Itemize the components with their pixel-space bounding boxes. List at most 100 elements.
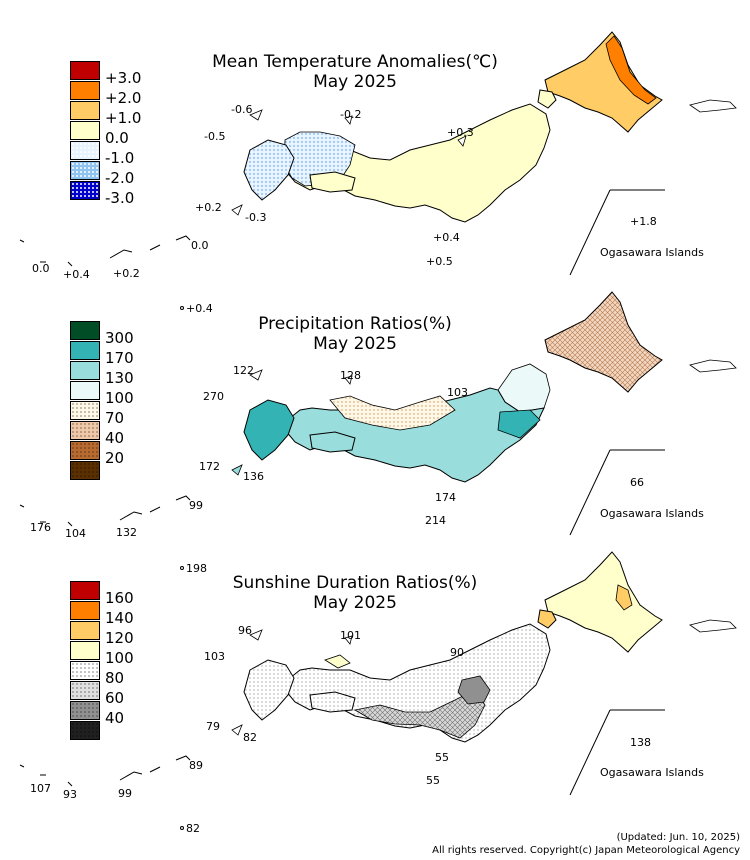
legend-label: -2.0	[105, 169, 135, 187]
temperature-title-line2: May 2025	[313, 72, 397, 92]
kyushu-shape	[243, 399, 295, 461]
legend-swatch	[70, 661, 100, 680]
legend-swatch	[70, 721, 100, 740]
station-value: -0.3	[245, 211, 267, 224]
station-value: 128	[340, 369, 361, 382]
legend-label: 60	[105, 689, 125, 707]
station-value: -0.5	[204, 130, 226, 143]
precipitation-legend: 300 170 130 100 70 40 20	[70, 320, 134, 480]
pacific-coast-wet-region	[497, 409, 541, 439]
temperature-legend: +3.0 +2.0 +1.0 0.0 -1.0 -2.0 -3.0	[70, 60, 141, 207]
sunshine-title: Sunshine Duration Ratios(%) May 2025	[180, 573, 530, 613]
legend-swatch	[70, 61, 100, 80]
station-value: 55	[426, 774, 440, 787]
legend-swatch	[70, 421, 100, 440]
station-marker	[180, 826, 184, 830]
station-value: 99	[118, 787, 132, 800]
legend-label: 120	[105, 629, 134, 647]
legend-label: +2.0	[105, 89, 142, 107]
station-value: 101	[340, 629, 361, 642]
station-value: +0.4	[63, 268, 90, 281]
legend-label: 170	[105, 349, 134, 367]
temperature-map	[19, 31, 737, 276]
legend-swatch	[70, 161, 100, 180]
hokkaido-southwest-peninsula	[537, 89, 557, 109]
copyright-notice: All rights reserved. Copyright(c) Japan …	[432, 845, 740, 856]
station-value: +0.4	[186, 302, 213, 315]
sunshine-map	[19, 551, 737, 796]
sunshine-title-line1: Sunshine Duration Ratios(%)	[232, 573, 478, 593]
legend-label: 70	[105, 409, 125, 427]
station-value: 122	[233, 364, 254, 377]
legend-swatch	[70, 101, 100, 120]
sunshine-legend: 160 140 120 100 80 60 40	[70, 580, 134, 740]
station-value: +0.4	[433, 231, 460, 244]
shikoku-shape	[309, 171, 356, 193]
station-value: 0.0	[191, 239, 209, 252]
pacific-coast-dim-region	[353, 689, 486, 739]
station-value: -0.2	[340, 108, 362, 121]
station-value: 99	[189, 499, 203, 512]
precipitation-map	[19, 291, 737, 536]
station-value: 96	[238, 624, 252, 637]
legend-label: -1.0	[105, 149, 135, 167]
updated-date: (Updated: Jun. 10, 2025)	[616, 832, 740, 843]
station-value: 89	[189, 759, 203, 772]
station-value: 270	[203, 390, 224, 403]
station-value: 79	[206, 720, 220, 733]
legend-label: 100	[105, 389, 134, 407]
legend-label: 160	[105, 589, 134, 607]
station-value: 107	[30, 782, 51, 795]
shikoku-shape	[309, 691, 356, 713]
station-marker	[180, 566, 184, 570]
legend-swatch	[70, 621, 100, 640]
station-value: 138	[630, 736, 651, 749]
station-value: 66	[630, 476, 644, 489]
legend-label: 20	[105, 449, 125, 467]
hokkaido-shape	[544, 551, 663, 653]
legend-label: 130	[105, 369, 134, 387]
station-value: 55	[435, 751, 449, 764]
station-value: 82	[186, 822, 200, 835]
footer: (Updated: Jun. 10, 2025) All rights rese…	[432, 831, 740, 857]
honshu-shape	[284, 103, 551, 223]
legend-swatch	[70, 601, 100, 620]
station-value: 136	[243, 470, 264, 483]
legend-swatch	[70, 121, 100, 140]
station-value: +0.5	[426, 255, 453, 268]
legend-swatch	[70, 181, 100, 200]
legend-label: 300	[105, 329, 134, 347]
station-value: 104	[65, 527, 86, 540]
legend-swatch	[70, 81, 100, 100]
legend-label: +3.0	[105, 69, 142, 87]
legend-swatch	[70, 381, 100, 400]
station-marker	[180, 306, 184, 310]
ogasawara-islands-label: Ogasawara Islands	[600, 246, 704, 259]
station-value: 132	[116, 526, 137, 539]
station-value: 176	[30, 521, 51, 534]
hokkaido-southwest-peninsula	[537, 609, 557, 629]
legend-label: 40	[105, 709, 125, 727]
legend-swatch	[70, 461, 100, 480]
hokkaido-northeast-anomaly	[605, 35, 657, 105]
station-value: 0.0	[32, 262, 50, 275]
legend-swatch	[70, 401, 100, 420]
station-value: +1.8	[630, 215, 657, 228]
shikoku-shape	[309, 431, 356, 453]
temperature-title: Mean Temperature Anomalies(℃) May 2025	[180, 52, 530, 92]
station-value: 82	[243, 731, 257, 744]
hokkaido-shape	[544, 31, 663, 133]
station-value: -0.6	[231, 103, 253, 116]
legend-swatch	[70, 141, 100, 160]
kyushu-shape	[243, 659, 295, 721]
honshu-shape	[284, 623, 551, 743]
legend-swatch	[70, 321, 100, 340]
japan-sea-coast-dry-region	[329, 395, 456, 431]
legend-swatch	[70, 681, 100, 700]
station-value: 103	[447, 386, 468, 399]
kyushu-shape	[243, 139, 295, 201]
station-value: 198	[186, 562, 207, 575]
station-value: 90	[450, 646, 464, 659]
